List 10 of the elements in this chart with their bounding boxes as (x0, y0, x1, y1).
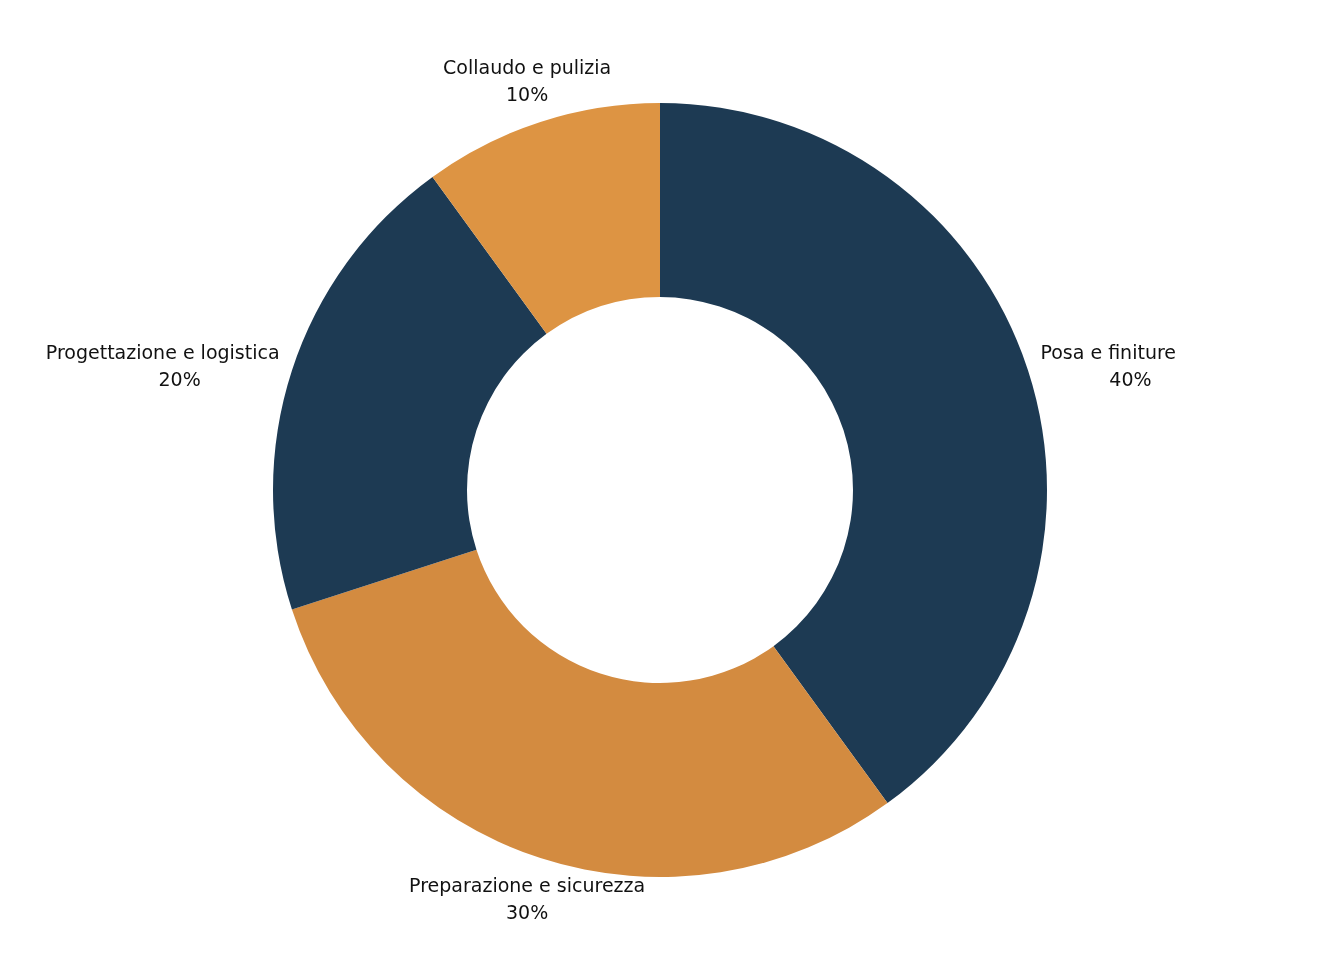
slice-label: Posa e finiture (1040, 341, 1177, 364)
data-label: 40% (1109, 368, 1152, 391)
data-label: 20% (158, 368, 201, 391)
slice-label: Preparazione e sicurezza (409, 873, 646, 896)
slice-label: Progettazione e logistica (45, 341, 280, 364)
donut-slice (432, 103, 660, 334)
data-label: 30% (506, 900, 549, 923)
slice-label: Collaudo e pulizia (443, 56, 612, 79)
donut-slice (291, 549, 888, 877)
data-label: 10% (506, 83, 549, 106)
